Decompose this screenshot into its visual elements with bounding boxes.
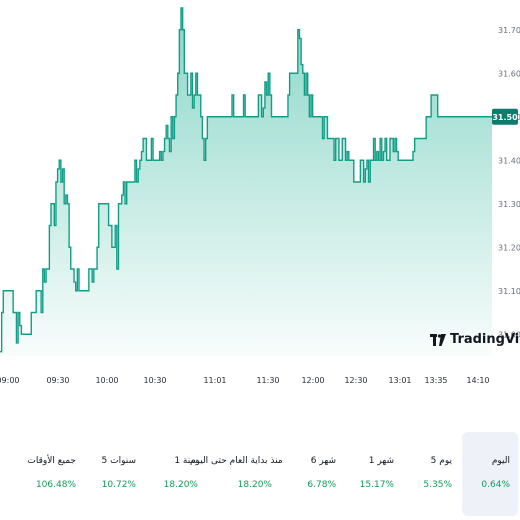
tradingview-logo-icon	[430, 333, 446, 346]
x-tick-label: 09:00	[0, 376, 20, 385]
period-label: 1 شهر	[368, 456, 394, 466]
period-label: جميع الأوقات	[27, 456, 76, 466]
x-tick-label: 12:00	[301, 376, 324, 385]
chart-svg: 31.70 31.60 31.50 31.40 31.30 31.20 31.10 31.00…	[0, 7, 520, 385]
period-change-value: 15.17%	[359, 480, 394, 490]
y-tick-label: 31.00	[498, 330, 520, 339]
y-tick-label: 31.20	[498, 243, 520, 252]
price-area-fill	[0, 8, 492, 356]
period-change-value: 0.64%	[481, 480, 510, 490]
y-tick-label: 31.10	[498, 287, 520, 296]
price-chart[interactable]: 31.70 31.60 31.50 31.40 31.30 31.20 31.10 31.00…	[0, 0, 520, 400]
x-tick-label: 12:30	[344, 376, 367, 385]
period-label: منذ بداية العام حتى اليوم	[190, 456, 283, 466]
x-tick-label: 13:35	[424, 376, 447, 385]
period-button-6[interactable]: 5 سنوات 10.72%	[88, 432, 144, 516]
period-button-4[interactable]: منذ بداية العام حتى اليوم 18.20%	[190, 432, 283, 516]
tradingview-logo: TradingView	[430, 332, 520, 347]
x-tick-label: 14:10	[466, 376, 489, 385]
period-label: اليوم	[491, 456, 510, 466]
x-tick-label: 10:30	[143, 376, 166, 385]
x-tick-label: 11:01	[203, 376, 226, 385]
current-price-label: 31.50	[492, 113, 518, 122]
tradingview-logo-text: TradingView	[450, 332, 520, 347]
period-change-value: 18.20%	[237, 480, 272, 490]
period-label: 6 شهر	[310, 456, 336, 466]
period-button-2[interactable]: 1 شهر 15.17%	[346, 432, 402, 516]
period-button-0[interactable]: اليوم 0.64%	[462, 432, 518, 516]
period-selector: اليوم 0.64% 5 يوم 5.35% 1 شهر 15.17% 6 شهر 6.78…	[0, 432, 520, 516]
period-button-7[interactable]: جميع الأوقات 106.48%	[22, 432, 84, 516]
x-tick-label: 09:30	[46, 376, 69, 385]
period-change-value: 18.20%	[163, 480, 198, 490]
price-line	[0, 7, 492, 353]
period-change-value: 5.35%	[423, 480, 452, 490]
period-change-value: 10.72%	[101, 480, 136, 490]
period-change-value: 6.78%	[307, 480, 336, 490]
y-tick-label: 31.60	[498, 69, 520, 78]
x-tick-label: 13:01	[388, 376, 411, 385]
period-label: 5 سنوات	[101, 456, 136, 466]
current-price-badge	[492, 108, 518, 125]
period-label: 5 يوم	[430, 456, 452, 466]
y-tick-label: 31.30	[498, 200, 520, 209]
period-label: 1 سنة	[174, 456, 198, 466]
y-tick-label: 31.70	[498, 26, 520, 35]
period-button-1[interactable]: 5 يوم 5.35%	[404, 432, 460, 516]
x-tick-label: 10:00	[95, 376, 118, 385]
x-tick-label: 11:30	[256, 376, 279, 385]
period-button-3[interactable]: 6 شهر 6.78%	[288, 432, 344, 516]
period-button-5[interactable]: 1 سنة 18.20%	[150, 432, 206, 516]
period-change-value: 106.48%	[35, 480, 76, 490]
y-tick-label: 31.40	[498, 156, 520, 165]
